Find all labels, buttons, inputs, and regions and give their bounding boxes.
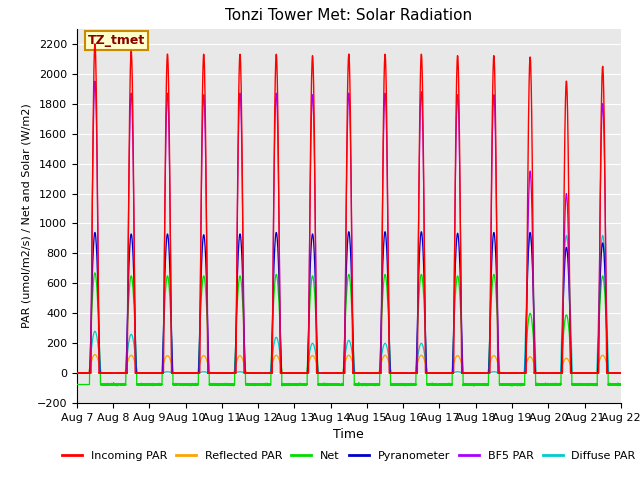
X-axis label: Time: Time [333,429,364,442]
Text: TZ_tmet: TZ_tmet [88,34,145,47]
Y-axis label: PAR (umol/m2/s) / Net and Solar (W/m2): PAR (umol/m2/s) / Net and Solar (W/m2) [21,104,31,328]
Legend: Incoming PAR, Reflected PAR, Net, Pyranometer, BF5 PAR, Diffuse PAR: Incoming PAR, Reflected PAR, Net, Pyrano… [58,446,640,465]
Title: Tonzi Tower Met: Solar Radiation: Tonzi Tower Met: Solar Radiation [225,9,472,24]
